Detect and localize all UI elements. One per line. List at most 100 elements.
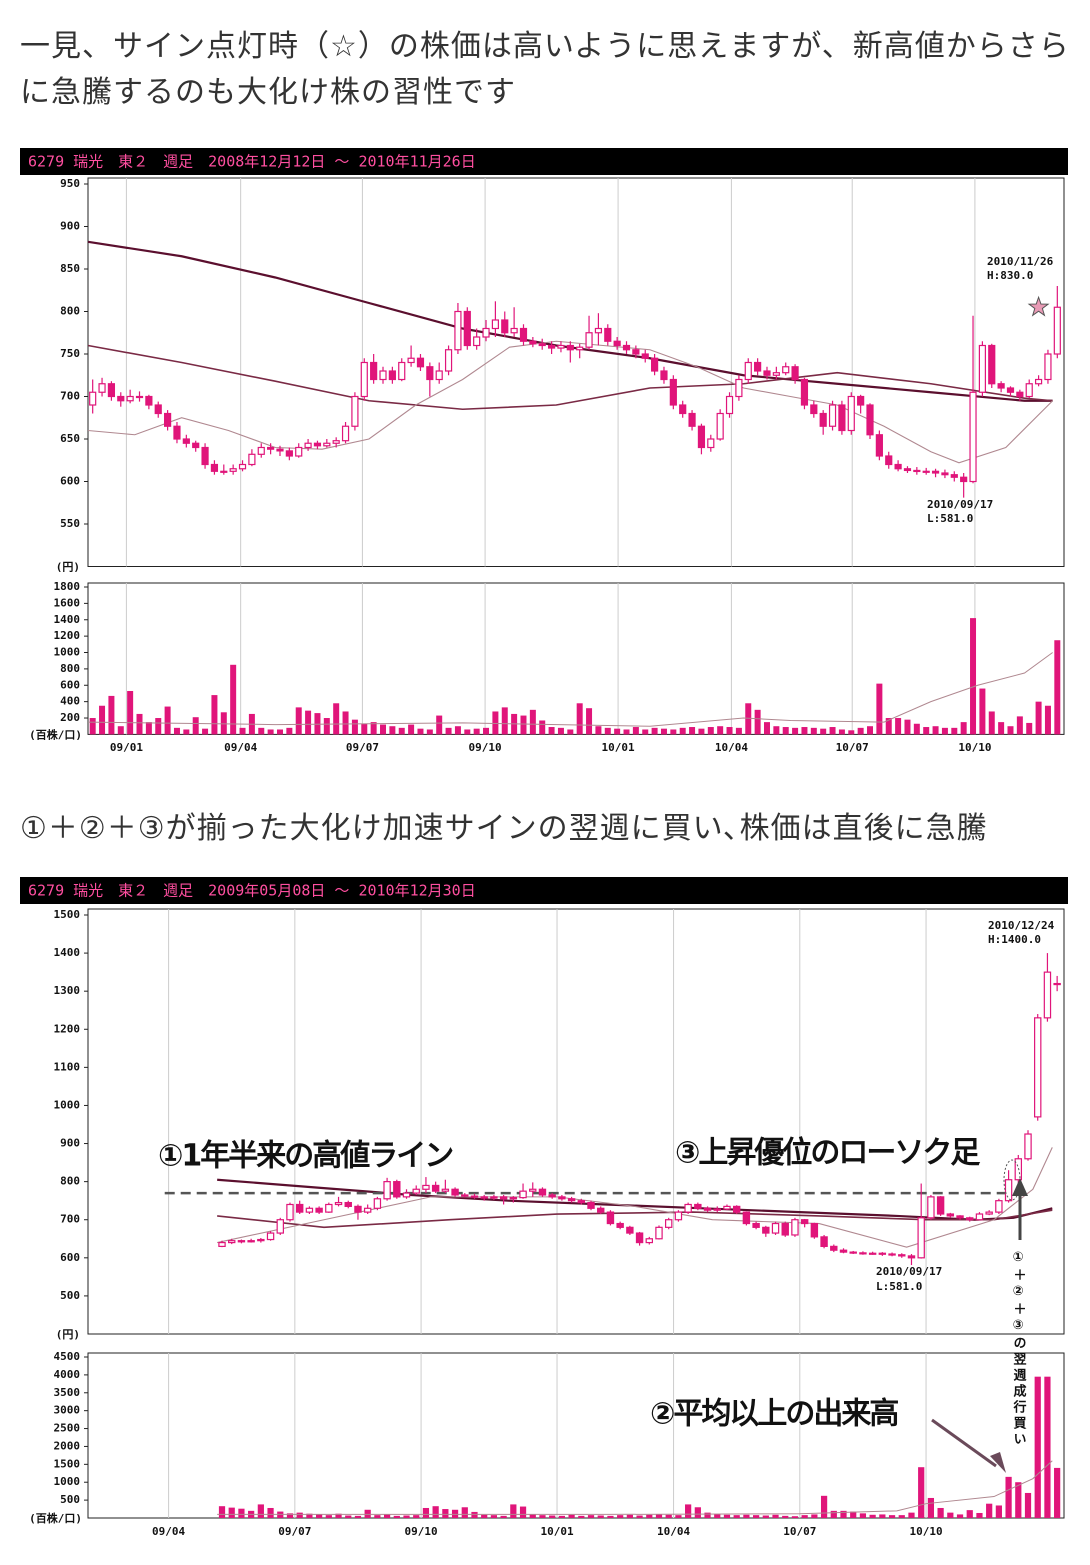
volume-bar	[895, 718, 902, 735]
volume-bar	[857, 727, 864, 735]
candle-body	[913, 469, 921, 473]
volume-bar	[879, 1514, 886, 1518]
volume-bar	[267, 729, 274, 735]
candle-body	[370, 361, 378, 381]
candle-body	[482, 327, 490, 338]
volume-tick-label: 500	[60, 1493, 80, 1506]
volume-bar	[723, 1514, 731, 1518]
moving-average	[87, 344, 1053, 411]
volume-bar	[549, 1515, 556, 1518]
volume-bar	[810, 727, 817, 735]
candle-body	[950, 474, 958, 478]
candle-body	[509, 1197, 518, 1200]
volume-bar	[988, 711, 995, 735]
candle-body	[1044, 353, 1052, 381]
y-tick-label: 750	[60, 347, 80, 360]
volume-bar	[1054, 640, 1061, 735]
volume-bar	[578, 1515, 585, 1518]
candle-body	[632, 349, 640, 355]
volume-bar	[1026, 722, 1033, 735]
candle-body	[735, 378, 743, 398]
candle-body	[473, 336, 481, 347]
volume-bar	[859, 1513, 867, 1518]
x-tick-label: 09/10	[469, 741, 502, 754]
volume-bar	[218, 1506, 226, 1518]
volume-average	[87, 652, 1053, 727]
candle-body	[960, 476, 968, 483]
candle-body	[839, 1249, 848, 1253]
candle-body	[519, 1190, 527, 1199]
volume-bar	[520, 715, 527, 735]
candle-body	[752, 1222, 760, 1228]
candle-body	[820, 1236, 828, 1247]
candle-body	[857, 395, 865, 406]
volume-bar	[345, 1515, 352, 1518]
volume-bar	[306, 1513, 313, 1518]
candle-body	[192, 442, 200, 449]
candle-body	[597, 1207, 605, 1213]
volume-bar	[295, 707, 302, 735]
volume-bar	[960, 722, 967, 735]
candle-body	[558, 1196, 566, 1200]
volume-bar	[501, 707, 508, 735]
candle-body	[763, 370, 771, 376]
volume-bar	[937, 1507, 944, 1518]
volume-bar	[1007, 726, 1014, 735]
volume-bar	[286, 1513, 294, 1518]
candle-body	[1004, 1179, 1013, 1202]
volume-unit: (百株/口)	[29, 1511, 82, 1525]
volume-bar	[655, 1514, 663, 1518]
candle-body	[762, 1226, 770, 1234]
volume-bar	[403, 1515, 410, 1518]
arrow-head	[990, 1452, 1006, 1473]
volume-bar	[820, 1495, 828, 1518]
volume-bar	[183, 729, 190, 735]
volume-bar	[976, 1512, 983, 1518]
candle-body	[295, 1203, 304, 1213]
x-tick-label: 09/07	[278, 1525, 311, 1538]
candle-body	[878, 1252, 887, 1255]
volume-bar	[698, 728, 705, 735]
volume-average	[217, 1460, 1053, 1515]
candle-body	[266, 1232, 275, 1241]
annotation: L:581.0	[876, 1280, 922, 1293]
volume-bar	[351, 719, 358, 735]
annotation: ①＋②＋③の翌週成行買い	[1011, 1250, 1028, 1448]
candle-body	[426, 366, 434, 381]
volume-bar	[704, 1512, 711, 1518]
volume-bar	[451, 1509, 459, 1518]
candle-body	[744, 361, 752, 381]
y-tick-label: 1500	[54, 908, 81, 921]
candle-body	[941, 472, 949, 476]
volume-bar	[1015, 1482, 1022, 1518]
volume-bar	[617, 1515, 624, 1518]
volume-tick-label: 1500	[54, 1457, 81, 1470]
volume-tick-label: 1600	[54, 596, 81, 609]
candle-body	[635, 1232, 644, 1244]
candle-body	[416, 357, 425, 368]
x-tick-label: 10/07	[783, 1525, 816, 1538]
y-tick-label: 700	[60, 390, 80, 403]
volume-bar	[951, 727, 958, 735]
candle-body	[903, 468, 912, 472]
candle-body	[566, 344, 574, 351]
volume-bar	[675, 1515, 682, 1518]
volume-frame	[87, 582, 1065, 735]
volume-bar	[539, 720, 546, 735]
candle-body	[422, 1184, 430, 1190]
candle-body	[791, 366, 799, 381]
volume-bar	[614, 728, 621, 735]
volume-bar	[707, 727, 714, 735]
volume-bar	[927, 1497, 935, 1518]
candle-body	[697, 425, 706, 449]
volume-frame	[87, 1352, 1065, 1519]
volume-bar	[733, 1515, 740, 1518]
candle-body	[126, 395, 134, 402]
y-tick-label: 950	[60, 177, 80, 190]
candle-body	[305, 1207, 314, 1213]
volume-unit: (百株/口)	[29, 727, 82, 741]
x-tick-label: 10/04	[715, 741, 748, 754]
chart-header: 6279 瑞光 東２ 週足 2009年05月08日 ～ 2010年12月30日	[28, 882, 476, 900]
volume-bar	[876, 683, 883, 735]
candle-body	[866, 404, 874, 436]
